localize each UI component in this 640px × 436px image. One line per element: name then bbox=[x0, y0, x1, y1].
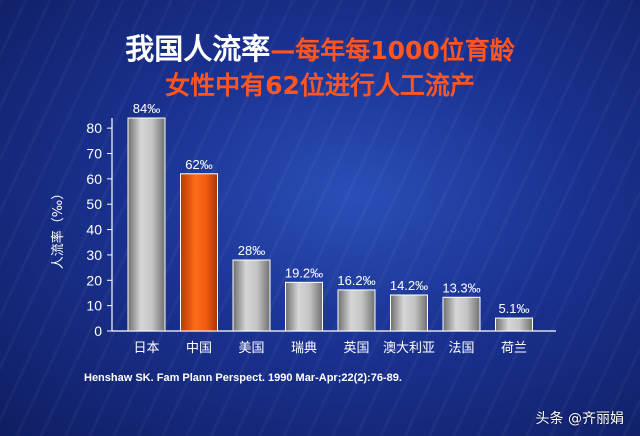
x-category-label: 英国 bbox=[343, 341, 369, 356]
watermark: 头条 @齐丽娟 bbox=[535, 411, 624, 427]
y-tick-label: 10 bbox=[86, 298, 102, 314]
y-tick-label: 50 bbox=[86, 196, 102, 212]
bar-6 bbox=[390, 294, 428, 332]
bar-value-label: 16.2‰ bbox=[337, 273, 375, 288]
y-tick-label: 40 bbox=[86, 222, 102, 238]
y-tick-label: 0 bbox=[94, 323, 102, 339]
title-main: 我国人流率 bbox=[125, 32, 271, 66]
x-category-label: 荷兰 bbox=[501, 341, 527, 356]
chart-title-line1: 我国人流率—每年每1000位育龄 bbox=[0, 26, 640, 68]
y-tick-label: 60 bbox=[86, 171, 102, 187]
x-category-label: 美国 bbox=[238, 341, 264, 356]
y-axis-label: 人流率（‰） bbox=[50, 187, 66, 269]
y-tick-label: 80 bbox=[86, 120, 102, 136]
bar-2 bbox=[180, 173, 218, 332]
bar-value-label: 19.2‰ bbox=[285, 265, 323, 280]
bar-5 bbox=[337, 289, 376, 332]
y-tick-label: 30 bbox=[86, 247, 102, 263]
bar-value-label: 14.2‰ bbox=[390, 278, 428, 293]
chart-title-line2: 女性中有62位进行人工流产 bbox=[165, 71, 475, 100]
bar-3 bbox=[232, 259, 271, 332]
bar-1 bbox=[127, 117, 166, 332]
x-category-label: 法国 bbox=[448, 341, 474, 356]
x-category-label: 日本 bbox=[133, 341, 159, 356]
bar-value-label: 5.1‰ bbox=[498, 301, 529, 316]
y-tick-label: 70 bbox=[86, 146, 102, 162]
bar-value-label: 84‰ bbox=[133, 101, 160, 116]
bar-4 bbox=[285, 281, 323, 332]
bar-value-label: 13.3‰ bbox=[442, 280, 480, 295]
title-sub: —每年每1000位育龄 bbox=[270, 36, 515, 65]
y-tick-label: 20 bbox=[86, 272, 102, 288]
bar-value-label: 62‰ bbox=[185, 157, 212, 172]
citation-source: Henshaw SK. Fam Plann Perspect. 1990 Mar… bbox=[84, 372, 402, 384]
x-category-label: 中国 bbox=[186, 341, 212, 356]
bar-8 bbox=[495, 317, 533, 332]
x-category-label: 瑞典 bbox=[291, 341, 317, 356]
x-category-label: 澳大利亚 bbox=[383, 340, 435, 356]
bar-7 bbox=[442, 296, 481, 332]
bar-value-label: 28‰ bbox=[238, 243, 265, 258]
